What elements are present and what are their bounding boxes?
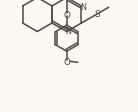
Text: N: N (65, 26, 71, 35)
Text: N: N (80, 3, 86, 12)
Text: S: S (94, 10, 100, 19)
Text: O: O (63, 58, 70, 67)
Text: O: O (63, 11, 70, 20)
